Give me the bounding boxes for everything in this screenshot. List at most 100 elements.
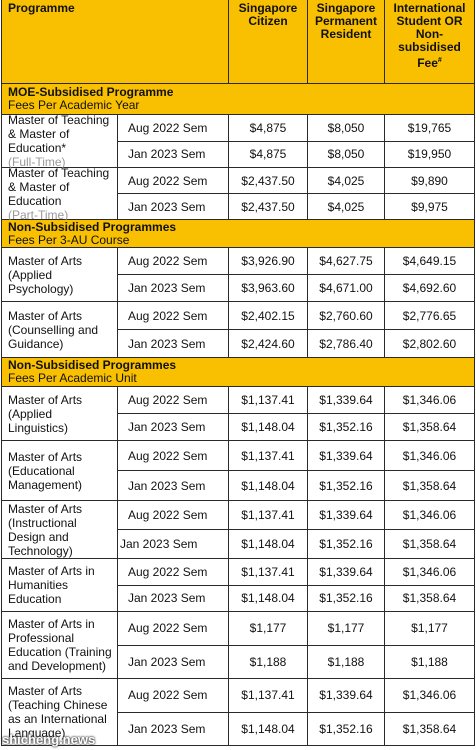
programme-name: Master of Arts (Teaching Chinese as an I… <box>1 679 118 745</box>
pr-fee: $1,188 <box>308 645 385 678</box>
section-title: Non-Subsidised Programmes <box>8 219 177 234</box>
pr-fee: $2,786.40 <box>308 330 385 357</box>
intl-fee: $1,358.64 <box>385 585 475 611</box>
programme-group: Master of Arts in Humanities Education A… <box>1 559 475 612</box>
pr-fee: $4,025 <box>308 168 385 193</box>
citizen-fee: $1,148.04 <box>229 471 308 500</box>
fee-row: Jan 2023 Sem $4,875 $8,050 $19,950 <box>118 140 475 167</box>
citizen-fee: $1,137.41 <box>229 501 308 529</box>
pr-fee: $1,339.64 <box>308 559 385 585</box>
programme-group: Master of Arts (Instructional Design and… <box>1 501 475 559</box>
semester: Aug 2022 Sem <box>118 248 229 274</box>
section-header-cell: Non-Subsidised Programmes Fees Per Acade… <box>1 358 475 386</box>
semester: Aug 2022 Sem <box>118 679 229 712</box>
intl-fee: $2,776.65 <box>385 302 475 329</box>
intl-fee: $4,649.15 <box>385 248 475 274</box>
fee-row: Aug 2022 Sem $1,137.41 $1,339.64 $1,346.… <box>118 387 475 413</box>
fee-row: Aug 2022 Sem $1,137.41 $1,339.64 $1,346.… <box>118 441 475 470</box>
section-subtitle: Fees Per Academic Year <box>8 98 140 112</box>
intl-fee: $1,358.64 <box>385 471 475 500</box>
intl-fee: $9,890 <box>385 168 475 193</box>
section-title: Non-Subsidised Programmes <box>8 358 177 372</box>
programme-name-text: Master of Teaching & Master of Education… <box>8 113 110 155</box>
fee-row: Jan 2023 Sem $1,148.04 $1,352.16 $1,358.… <box>118 711 475 745</box>
pr-fee: $2,760.60 <box>308 302 385 329</box>
fee-row: Aug 2022 Sem $4,875 $8,050 $19,765 <box>118 115 475 141</box>
citizen-fee: $1,148.04 <box>229 414 308 440</box>
fee-row: Aug 2022 Sem $2,402.15 $2,760.60 $2,776.… <box>118 302 475 329</box>
pr-fee: $1,352.16 <box>308 414 385 440</box>
semester: Aug 2022 Sem <box>118 115 229 141</box>
fee-row: Jan 2023 Sem $1,148.04 $1,352.16 $1,358.… <box>118 470 475 500</box>
citizen-fee: $1,188 <box>229 645 308 678</box>
intl-fee: $1,358.64 <box>385 712 475 745</box>
citizen-fee: $1,148.04 <box>229 530 308 558</box>
citizen-fee: $1,148.04 <box>229 585 308 611</box>
semester: Jan 2023 Sem <box>118 530 229 558</box>
programme-group: Master of Arts (Teaching Chinese as an I… <box>1 679 475 746</box>
semester: Jan 2023 Sem <box>118 645 229 678</box>
citizen-fee: $4,875 <box>229 141 308 167</box>
pr-fee: $1,352.16 <box>308 471 385 500</box>
programme-name: Master of Arts (Counselling and Guidance… <box>1 302 118 357</box>
programme-name-text: Master of Teaching & Master of Education <box>8 165 110 208</box>
citizen-fee: $2,437.50 <box>229 194 308 219</box>
programme-name: Master of Arts (Applied Linguistics) <box>1 387 118 440</box>
section-header-cell: Non-Subsidised Programmes Fees Per 3-AU … <box>1 220 475 247</box>
header-intl-mark: # <box>437 57 442 64</box>
semester: Jan 2023 Sem <box>118 712 229 745</box>
fee-row: Aug 2022 Sem $2,437.50 $4,025 $9,890 <box>118 168 475 193</box>
semester: Jan 2023 Sem <box>118 414 229 440</box>
intl-fee: $4,692.60 <box>385 275 475 301</box>
intl-fee: $1,346.06 <box>385 501 475 529</box>
fee-row: Jan 2023 Sem $2,437.50 $4,025 $9,975 <box>118 193 475 219</box>
intl-fee: $1,346.06 <box>385 387 475 413</box>
section-subtitle: Fees Per 3-AU Course <box>8 232 130 247</box>
pr-fee: $4,671.00 <box>308 275 385 301</box>
fee-row: Aug 2022 Sem $1,177 $1,177 $1,177 <box>118 612 475 645</box>
pr-fee: $1,177 <box>308 612 385 645</box>
pr-fee: $1,339.64 <box>308 387 385 413</box>
intl-fee: $19,765 <box>385 115 475 141</box>
pr-fee: $1,339.64 <box>308 501 385 529</box>
fee-row: Aug 2022 Sem $1,137.41 $1,339.64 $1,346.… <box>118 501 475 529</box>
programme-group: Master of Arts (Applied Linguistics) Aug… <box>1 387 475 441</box>
citizen-fee: $3,926.90 <box>229 248 308 274</box>
intl-fee: $1,188 <box>385 645 475 678</box>
programme-name: Master of Teaching & Master of Education… <box>1 113 118 169</box>
pr-fee: $1,352.16 <box>308 530 385 558</box>
header-intl: International Student OR Non-subsidised … <box>385 0 475 83</box>
fee-row: Jan 2023 Sem $1,148.04 $1,352.16 $1,358.… <box>118 413 475 440</box>
semester: Aug 2022 Sem <box>118 559 229 585</box>
semester: Jan 2023 Sem <box>118 585 229 611</box>
section-header: Non-Subsidised Programmes Fees Per 3-AU … <box>1 220 475 248</box>
intl-fee: $9,975 <box>385 194 475 219</box>
semester: Jan 2023 Sem <box>118 330 229 357</box>
fee-row: Aug 2022 Sem $3,926.90 $4,627.75 $4,649.… <box>118 248 475 274</box>
citizen-fee: $1,137.41 <box>229 387 308 413</box>
header-pr: Singapore Permanent Resident <box>308 0 385 83</box>
fee-row: Jan 2023 Sem $3,963.60 $4,671.00 $4,692.… <box>118 274 475 301</box>
intl-fee: $1,346.06 <box>385 679 475 712</box>
intl-fee: $2,802.60 <box>385 330 475 357</box>
fee-row: Aug 2022 Sem $1,137.41 $1,339.64 $1,346.… <box>118 679 475 712</box>
fee-row: Jan 2023 Sem $2,424.60 $2,786.40 $2,802.… <box>118 329 475 357</box>
pr-fee: $1,352.16 <box>308 585 385 611</box>
programme-group: Master of Teaching & Master of Education… <box>1 165 475 222</box>
header-programme: Programme <box>1 0 229 83</box>
programme-group: Master of Arts (Counselling and Guidance… <box>1 302 475 358</box>
semester: Jan 2023 Sem <box>118 141 229 167</box>
programme-group: Master of Arts (Educational Management) … <box>1 441 475 501</box>
citizen-fee: $1,148.04 <box>229 712 308 745</box>
pr-fee: $4,025 <box>308 194 385 219</box>
programme-name: Master of Teaching & Master of Education… <box>1 165 118 222</box>
citizen-fee: $4,875 <box>229 115 308 141</box>
programme-name: Master of Arts in Professional Education… <box>1 612 118 678</box>
programme-note: (Part-Time) <box>8 207 69 222</box>
table-header-row: Programme Singapore Citizen Singapore Pe… <box>1 0 475 84</box>
citizen-fee: $2,424.60 <box>229 330 308 357</box>
semester: Jan 2023 Sem <box>118 275 229 301</box>
citizen-fee: $1,137.41 <box>229 441 308 470</box>
fee-row: Jan 2023 Sem $1,188 $1,188 $1,188 <box>118 644 475 678</box>
